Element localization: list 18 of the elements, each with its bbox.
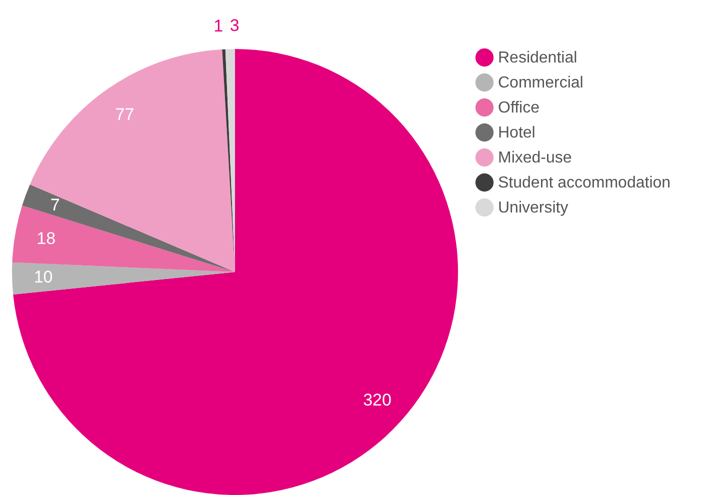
legend-label: Office — [498, 100, 540, 116]
legend-label: Mixed-use — [498, 150, 572, 166]
pie-slice — [30, 49, 235, 272]
legend-label: Residential — [498, 50, 578, 66]
data-label: 10 — [34, 268, 53, 287]
data-label: 3 — [230, 16, 240, 36]
pie-slice — [22, 184, 235, 272]
data-label: 320 — [363, 390, 392, 410]
data-label: 1 — [214, 16, 224, 36]
data-label: 18 — [36, 229, 56, 248]
legend-label: Student accommodation — [498, 174, 671, 192]
pie-slice — [12, 262, 235, 294]
data-label: 7 — [50, 196, 60, 215]
legend-label: Commercial — [498, 74, 584, 92]
pie-slice — [13, 49, 458, 495]
data-label: 77 — [115, 105, 134, 124]
legend-label: Hotel — [498, 124, 536, 142]
legend-label: University — [498, 200, 568, 216]
